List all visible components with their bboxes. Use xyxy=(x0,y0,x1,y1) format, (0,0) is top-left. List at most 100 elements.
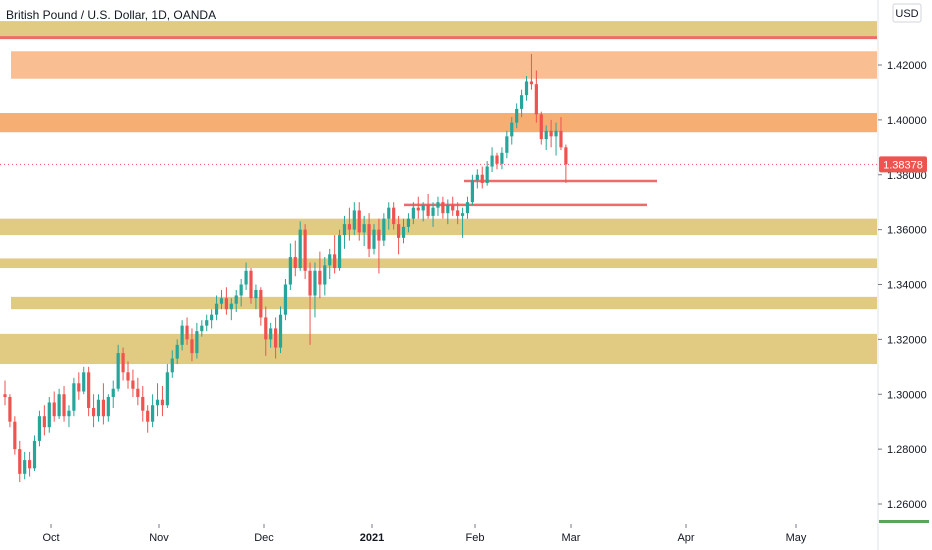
candle-body xyxy=(18,449,22,474)
x-tick-label: May xyxy=(786,532,807,544)
candle-body xyxy=(87,372,91,408)
candle-67 xyxy=(333,235,337,274)
candle-body xyxy=(160,399,165,406)
candle-11 xyxy=(57,388,61,419)
candle-27 xyxy=(136,377,140,406)
candle-93 xyxy=(460,207,465,238)
candle-body xyxy=(131,380,135,389)
candle-10 xyxy=(52,391,56,422)
candle-body xyxy=(559,130,563,148)
x-tick-label: Dec xyxy=(254,532,274,544)
candle-body xyxy=(456,210,460,216)
candle-body xyxy=(465,202,470,214)
candle-body xyxy=(431,207,435,216)
candle-15 xyxy=(77,372,81,400)
candle-84 xyxy=(416,196,420,219)
candle-62 xyxy=(308,262,312,345)
candle-body xyxy=(121,353,125,373)
candle-body xyxy=(288,257,292,285)
candle-body xyxy=(52,402,56,417)
candle-56 xyxy=(278,306,283,354)
candle-body xyxy=(529,81,534,85)
candle-body xyxy=(264,317,268,340)
candle-21 xyxy=(106,394,110,422)
candle-9 xyxy=(47,396,51,433)
candle-113 xyxy=(559,117,563,151)
candle-body xyxy=(544,130,548,140)
candle-71 xyxy=(352,202,356,236)
candle-23 xyxy=(116,344,120,392)
currency-button[interactable]: USD xyxy=(892,3,922,23)
y-tick-label: 1.26000 xyxy=(887,499,927,511)
candle-body xyxy=(180,325,184,345)
candle-89 xyxy=(441,196,445,219)
candle-81 xyxy=(401,218,406,244)
candle-body xyxy=(549,130,553,137)
candle-body xyxy=(515,108,519,123)
candle-41 xyxy=(205,314,209,332)
candle-29 xyxy=(146,405,150,433)
candle-90 xyxy=(446,199,450,225)
candle-8 xyxy=(42,405,46,436)
candle-body xyxy=(470,180,474,203)
y-tick-label: 1.34000 xyxy=(887,280,927,292)
candle-91 xyxy=(451,196,455,216)
candle-body xyxy=(426,204,430,216)
candle-body xyxy=(200,325,204,332)
candle-body xyxy=(318,270,322,285)
candle-104 xyxy=(515,103,519,129)
candle-body xyxy=(278,314,283,348)
candle-body xyxy=(500,152,504,164)
candle-86 xyxy=(426,193,430,219)
candle-body xyxy=(372,229,376,249)
candle-33 xyxy=(165,364,169,408)
candle-body xyxy=(303,229,307,271)
currency-button-frame xyxy=(892,3,922,23)
candle-body xyxy=(421,204,425,211)
candle-body xyxy=(8,396,12,422)
candle-body xyxy=(205,320,209,326)
candle-body xyxy=(67,410,71,417)
candle-26 xyxy=(131,369,135,397)
candle-body xyxy=(126,372,130,381)
candle-body xyxy=(62,394,66,417)
candle-61 xyxy=(303,224,307,280)
candle-body xyxy=(382,218,386,241)
candle-96 xyxy=(475,169,479,189)
candle-47 xyxy=(234,289,238,312)
candle-body xyxy=(210,314,214,321)
candle-53 xyxy=(264,306,268,356)
candle-49 xyxy=(244,262,248,290)
candle-body xyxy=(151,405,155,422)
candle-body xyxy=(82,372,86,392)
candle-3 xyxy=(18,440,22,483)
time-axis[interactable]: Oct Nov Dec 2021 Feb Mar Apr May xyxy=(42,524,807,544)
candle-body xyxy=(190,339,194,354)
candle-body xyxy=(111,388,115,397)
candle-body xyxy=(411,207,415,219)
candle-43 xyxy=(214,295,219,321)
candle-42 xyxy=(210,309,214,329)
candle-body xyxy=(451,204,455,211)
candle-body xyxy=(155,399,160,406)
candle-103 xyxy=(510,117,514,145)
candle-body xyxy=(520,95,524,109)
candle-body xyxy=(495,155,499,164)
candle-111 xyxy=(549,119,553,148)
candle-body xyxy=(116,353,120,389)
candle-body xyxy=(269,328,273,340)
last-price-badge xyxy=(879,156,927,173)
candle-28 xyxy=(141,386,145,422)
candle-body xyxy=(539,114,543,140)
candle-body xyxy=(274,328,278,348)
candle-30 xyxy=(151,394,155,428)
price-axis[interactable]: 1.42000 1.40000 1.38000 1.36000 1.34000 1.320… xyxy=(877,0,927,550)
candle-44 xyxy=(219,289,224,310)
candle-body xyxy=(387,207,391,219)
zone-0 xyxy=(0,21,877,38)
candle-body xyxy=(524,81,529,96)
candle-body xyxy=(195,331,199,354)
